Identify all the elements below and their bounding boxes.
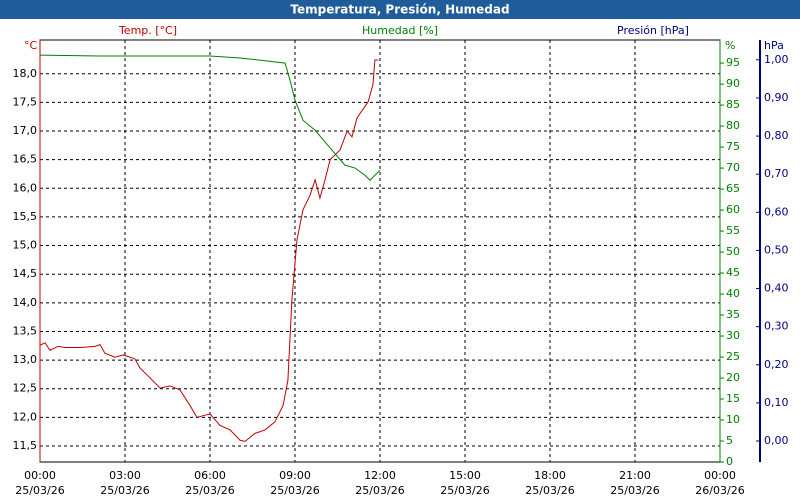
y3-tick-label: 0,40 — [764, 282, 789, 295]
x-tick-date: 25/03/26 — [355, 484, 404, 497]
y3-tick-label: 0,50 — [764, 243, 789, 256]
y3-tick-label: 0,00 — [764, 434, 789, 447]
y3-tick-label: 0,20 — [764, 358, 789, 371]
y3-unit: hPa — [764, 39, 784, 52]
series-line — [39, 54, 381, 181]
chart-title: Temperatura, Presión, Humedad — [290, 3, 509, 17]
y-unit: °C — [24, 39, 38, 52]
y-tick-label: 13,0 — [13, 353, 38, 366]
y3-tick-label: 0,60 — [764, 205, 789, 218]
x-tick-date: 25/03/26 — [525, 484, 574, 497]
y3-tick-label: 0,90 — [764, 91, 789, 104]
y3-tick-label: 0,80 — [764, 129, 789, 142]
x-tick-date: 25/03/26 — [610, 484, 659, 497]
y-axis-title: Temp. [°C] — [118, 24, 177, 37]
y2-tick-label: 95 — [726, 56, 740, 69]
x-tick-date: 25/03/26 — [15, 484, 64, 497]
x-tick-label: 18:00 — [534, 469, 566, 482]
x-tick-label: 00:00 — [24, 469, 56, 482]
y2-tick-label: 65 — [726, 182, 740, 195]
y3-tick-label: 0,30 — [764, 320, 789, 333]
series-line — [39, 59, 379, 442]
y2-tick-label: 40 — [726, 287, 740, 300]
y2-tick-label: 5 — [726, 434, 733, 447]
y-tick-label: 12,0 — [13, 410, 38, 423]
x-tick-date: 25/03/26 — [440, 484, 489, 497]
x-tick-label: 09:00 — [279, 469, 311, 482]
y2-axis-title: Humedad [%] — [362, 24, 438, 37]
y2-unit: % — [725, 39, 735, 52]
y3-axis-title: Presión [hPa] — [617, 24, 689, 37]
y2-tick-label: 10 — [726, 413, 740, 426]
y3-tick-label: 0,70 — [764, 167, 789, 180]
x-tick-date: 25/03/26 — [100, 484, 149, 497]
title-bar — [0, 0, 800, 19]
x-tick-label: 15:00 — [449, 469, 481, 482]
y-tick-label: 15,0 — [13, 239, 38, 252]
x-tick-label: 06:00 — [194, 469, 226, 482]
x-tick-label: 00:00 — [704, 469, 736, 482]
y-tick-label: 17,0 — [13, 124, 38, 137]
y3-tick-label: 1,00 — [764, 53, 789, 66]
y2-tick-label: 25 — [726, 350, 740, 363]
y2-tick-label: 75 — [726, 140, 740, 153]
y-tick-label: 18,0 — [13, 67, 38, 80]
y2-tick-label: 60 — [726, 203, 740, 216]
x-tick-label: 03:00 — [109, 469, 141, 482]
y2-tick-label: 30 — [726, 329, 740, 342]
y2-tick-label: 90 — [726, 77, 740, 90]
y2-tick-label: 70 — [726, 161, 740, 174]
y-tick-label: 17,5 — [13, 95, 38, 108]
y2-tick-label: 0 — [726, 455, 733, 468]
y-tick-label: 14,5 — [13, 267, 38, 280]
x-tick-date: 26/03/26 — [695, 484, 744, 497]
y-tick-label: 13,5 — [13, 324, 38, 337]
y2-tick-label: 80 — [726, 119, 740, 132]
y-tick-label: 12,5 — [13, 382, 38, 395]
y2-tick-label: 45 — [726, 266, 740, 279]
y-tick-label: 16,0 — [13, 181, 38, 194]
x-tick-label: 21:00 — [619, 469, 651, 482]
y2-tick-label: 50 — [726, 245, 740, 258]
y2-tick-label: 55 — [726, 224, 740, 237]
y-tick-label: 14,0 — [13, 296, 38, 309]
x-tick-date: 25/03/26 — [185, 484, 234, 497]
y3-tick-label: 0,10 — [764, 396, 789, 409]
x-tick-date: 25/03/26 — [270, 484, 319, 497]
y2-tick-label: 15 — [726, 392, 740, 405]
y-tick-label: 11,5 — [13, 439, 38, 452]
y2-tick-label: 35 — [726, 308, 740, 321]
y2-tick-label: 20 — [726, 371, 740, 384]
y-tick-label: 15,5 — [13, 210, 38, 223]
y2-tick-label: 85 — [726, 98, 740, 111]
y-tick-label: 16,5 — [13, 153, 38, 166]
x-tick-label: 12:00 — [364, 469, 396, 482]
